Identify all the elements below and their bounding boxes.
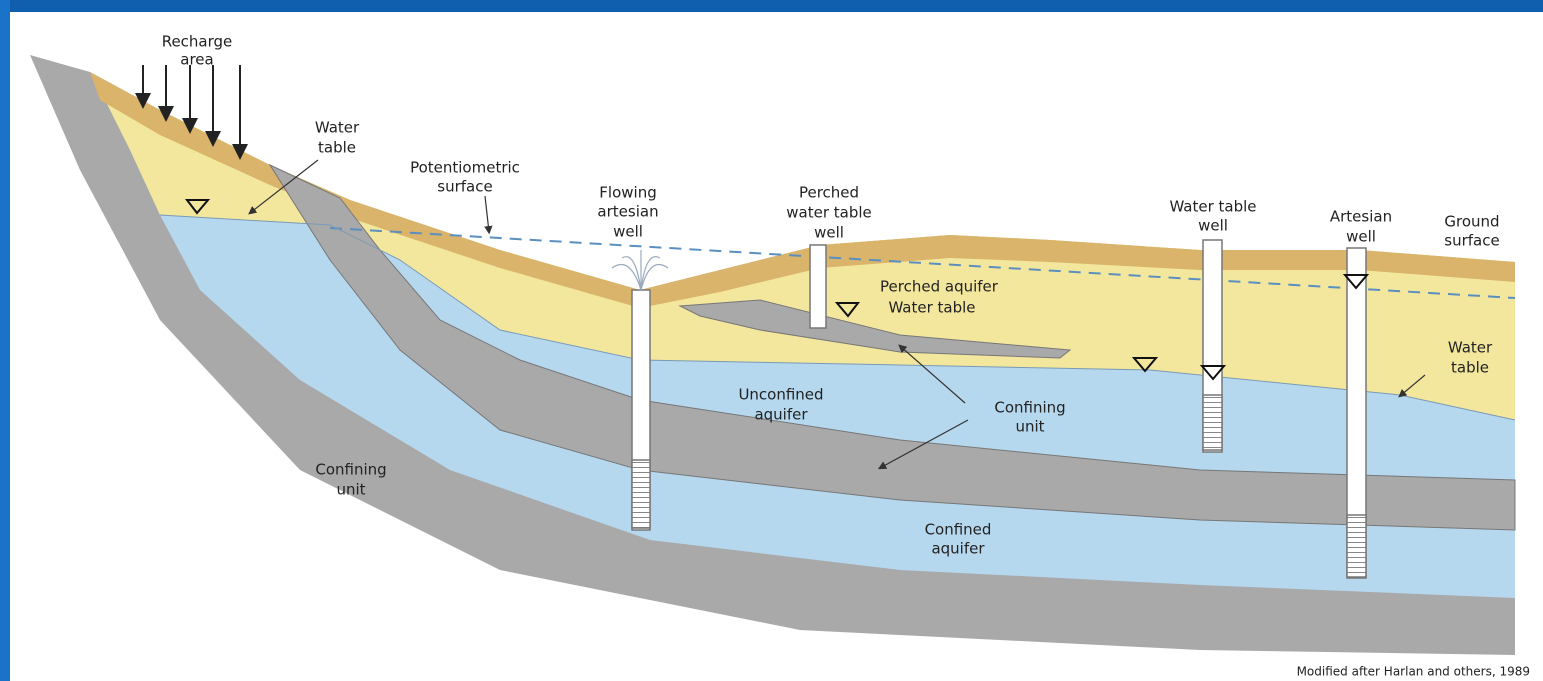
well-screen [1203, 395, 1222, 450]
credit: Modified after Harlan and others, 1989 [1297, 665, 1530, 679]
label: well [613, 223, 643, 241]
left-border [0, 0, 10, 681]
perched-well [810, 245, 826, 328]
label: unit [1015, 418, 1044, 436]
label: Confined [925, 521, 992, 539]
label: surface [1444, 232, 1499, 250]
label: Perched [799, 184, 859, 202]
well-screen [632, 460, 650, 528]
label: Confining [994, 399, 1065, 417]
label: water table [786, 204, 872, 222]
label: Water [1448, 339, 1493, 357]
label: aquifer [754, 406, 808, 424]
label: well [1346, 228, 1376, 246]
top-border [0, 0, 1543, 12]
label: table [318, 139, 356, 157]
label: well [1198, 217, 1228, 235]
cross-section [30, 55, 1515, 655]
label: artesian [597, 203, 658, 221]
label: Artesian [1330, 208, 1392, 226]
label: Water [315, 119, 360, 137]
label: Potentiometric [410, 159, 520, 177]
label: surface [437, 178, 492, 196]
label: Recharge [162, 33, 233, 51]
label: Ground [1444, 213, 1499, 231]
label: Perched aquifer [880, 278, 999, 296]
well-screen [1347, 515, 1366, 577]
label: Flowing [599, 184, 656, 202]
label: unit [336, 481, 365, 499]
label: aquifer [931, 540, 985, 558]
label: well [814, 224, 844, 242]
label: Unconfined [738, 386, 823, 404]
page: Recharge area Water table Potentiometric… [0, 0, 1543, 681]
diagram: Recharge area Water table Potentiometric… [0, 0, 1543, 681]
fountain [612, 250, 668, 290]
label: Water table [888, 299, 975, 317]
label: Water table [1169, 198, 1256, 216]
label: table [1451, 359, 1489, 377]
label: Confining [315, 461, 386, 479]
label: area [180, 51, 213, 69]
